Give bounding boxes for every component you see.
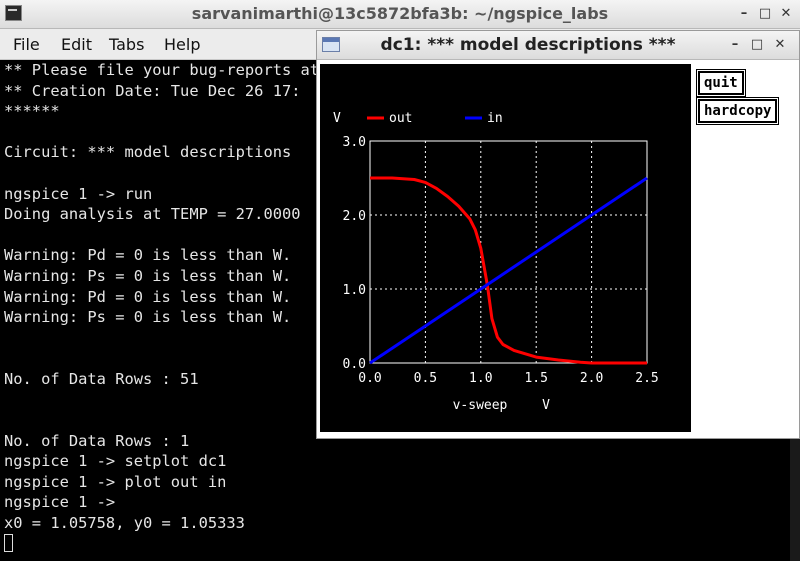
x-axis-unit: V (542, 398, 550, 413)
legend-label-in: in (487, 111, 503, 126)
terminal-line: ngspice 1 -> setplot dc1 (4, 452, 227, 471)
plot-close-icon[interactable]: ✕ (774, 37, 786, 52)
menu-file[interactable]: File (13, 35, 40, 54)
y-tick-label: 3.0 (343, 135, 366, 150)
terminal-line: x0 = 1.05758, y0 = 1.05333 (4, 514, 245, 533)
legend-label-out: out (389, 111, 412, 126)
terminal-line: ** Creation Date: Tue Dec 26 17: (4, 81, 301, 100)
terminal-line: Warning: Ps = 0 is less than W. (4, 308, 292, 327)
terminal-line: Circuit: *** model descriptions (4, 143, 292, 162)
terminal-line: Doing analysis at TEMP = 27.0000 (4, 205, 301, 224)
close-icon[interactable]: ✕ (780, 6, 792, 21)
series-line-out (370, 176, 647, 365)
menu-edit[interactable]: Edit (61, 35, 92, 54)
terminal-line: ngspice 1 -> plot out in (4, 472, 227, 491)
plot-frame (369, 140, 648, 364)
terminal-line: ngspice 1 -> run (4, 184, 153, 203)
terminal-app-icon (5, 5, 22, 21)
terminal-line: ****** (4, 102, 60, 121)
quit-button[interactable]: quit (696, 69, 746, 97)
y-axis-label: V (333, 111, 341, 126)
terminal-title: sarvanimarthi@13c5872bfa3b: ~/ngspice_la… (191, 4, 609, 23)
terminal-line: No. of Data Rows : 51 (4, 369, 199, 388)
y-tick-label: 2.0 (343, 209, 366, 224)
x-axis-label: v-sweep (453, 398, 508, 413)
terminal-titlebar[interactable]: sarvanimarthi@13c5872bfa3b: ~/ngspice_la… (0, 0, 800, 29)
x-tick-label: 0.5 (414, 371, 437, 386)
plot-chart: 0.0 0.5 1.0 1.5 2.0 2.50.01.02.03.0Vv-sweep Vo… (333, 111, 659, 413)
x-tick-label: 0.0 (358, 371, 381, 386)
plot-title: dc1: *** model descriptions *** (380, 35, 676, 55)
plot-app-icon (322, 37, 340, 52)
plot-minimize-icon[interactable]: – (731, 37, 739, 52)
terminal-line: Warning: Ps = 0 is less than W. (4, 266, 292, 285)
x-tick-label: 1.5 (524, 371, 547, 386)
menu-help[interactable]: Help (164, 35, 201, 54)
x-tick-label: 2.5 (635, 371, 658, 386)
plot-titlebar[interactable]: dc1: *** model descriptions *** – □ ✕ (317, 31, 799, 60)
terminal-line: Warning: Pd = 0 is less than W. (4, 287, 292, 306)
menu-tabs[interactable]: Tabs (109, 35, 145, 54)
minimize-icon[interactable]: – (740, 6, 748, 21)
maximize-icon[interactable]: □ (758, 6, 772, 21)
terminal-line: Warning: Pd = 0 is less than W. (4, 246, 292, 265)
series-line-in (369, 176, 648, 365)
x-tick-label: 1.0 (469, 371, 492, 386)
terminal-cursor (4, 533, 13, 552)
y-tick-label: 1.0 (343, 283, 366, 298)
x-tick-label: 2.0 (580, 371, 603, 386)
plot-maximize-icon[interactable]: □ (750, 37, 764, 52)
terminal-prompt-line[interactable] (4, 533, 790, 555)
y-tick-label: 0.0 (343, 357, 366, 372)
terminal-line: No. of Data Rows : 1 (4, 431, 190, 450)
hardcopy-button[interactable]: hardcopy (695, 97, 780, 125)
terminal-line: ngspice 1 -> (4, 493, 116, 512)
plot-window: dc1: *** model descriptions *** – □ ✕ 0.… (316, 30, 800, 439)
